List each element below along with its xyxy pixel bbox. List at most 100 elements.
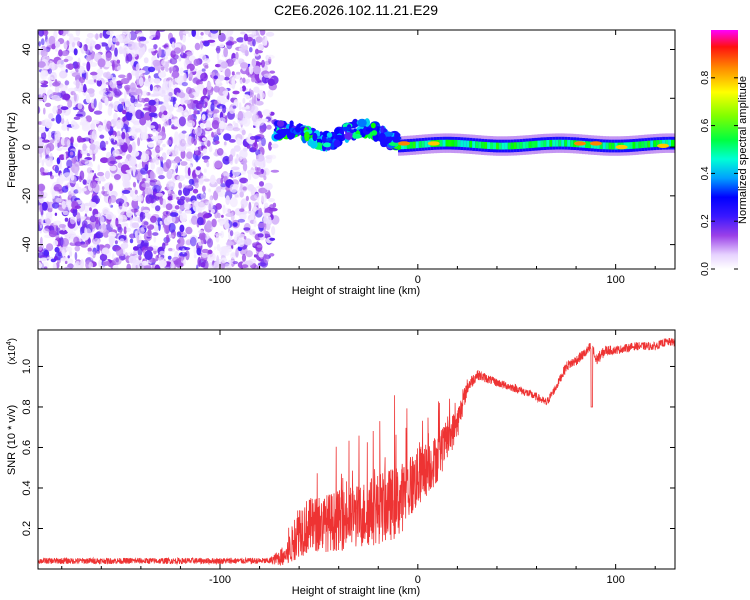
heatmap-noise-cell	[40, 48, 48, 58]
heatmap-noise-cell	[220, 61, 228, 69]
heatmap-band-core	[418, 141, 422, 148]
heatmap-noise-cell	[209, 72, 213, 75]
heatmap-noise-cell	[90, 122, 96, 130]
heatmap-noise-cell	[151, 135, 156, 141]
heatmap-band-blob	[352, 118, 359, 128]
heatmap-band-core	[466, 140, 470, 148]
heatmap-y-tick-label: 0	[21, 144, 33, 150]
heatmap-noise-cell	[173, 118, 179, 127]
heatmap-noise-cell	[93, 98, 97, 108]
heatmap-noise-cell	[184, 173, 193, 179]
heatmap-noise-cell	[202, 185, 206, 193]
heatmap-noise-cell	[179, 138, 186, 147]
heatmap-noise-cell	[232, 222, 238, 227]
heatmap-noise-cell	[254, 193, 260, 200]
heatmap-noise-cell	[178, 116, 186, 127]
heatmap-noise-cell	[94, 213, 101, 218]
heatmap-noise-cell	[112, 60, 115, 71]
heatmap-noise-cell	[206, 220, 212, 230]
heatmap-band-core	[602, 142, 606, 150]
heatmap-noise-cell	[126, 263, 131, 269]
heatmap-noise-cell	[55, 113, 62, 124]
heatmap-noise-cell	[87, 237, 91, 244]
heatmap-noise-cell	[184, 99, 192, 104]
heatmap-noise-cell	[261, 59, 265, 68]
heatmap-noise-cell	[213, 75, 218, 80]
heatmap-noise-cell	[253, 254, 257, 258]
heatmap-noise-cell	[73, 262, 79, 269]
heatmap-noise-cell	[206, 109, 209, 114]
heatmap-noise-cell	[182, 53, 188, 59]
heatmap-noise-cell	[232, 261, 239, 265]
heatmap-band-core	[493, 142, 497, 150]
heatmap-noise-cell	[207, 254, 211, 263]
heatmap-noise-cell	[196, 84, 205, 90]
heatmap-noise-cell	[108, 235, 116, 244]
heatmap-noise-cell	[252, 142, 259, 150]
heatmap-noise-cell	[138, 194, 144, 202]
heatmap-noise-cell	[54, 85, 60, 94]
heatmap-noise-cell	[162, 198, 167, 208]
heatmap-noise-cell	[195, 155, 199, 163]
heatmap-noise-cell	[211, 208, 216, 214]
heatmap-noise-cell	[109, 79, 117, 89]
heatmap-noise-cell	[113, 257, 122, 266]
heatmap-noise-cell	[140, 153, 150, 163]
heatmap-band-core	[596, 142, 601, 149]
heatmap-noise-cell	[245, 30, 253, 33]
heatmap-noise-cell	[243, 227, 251, 231]
heatmap-noise-cell	[131, 150, 140, 157]
heatmap-noise-cell	[64, 260, 68, 264]
heatmap-noise-cell	[38, 61, 46, 68]
heatmap-band-core	[412, 141, 417, 149]
heatmap-noise-cell	[128, 255, 137, 264]
heatmap-noise-cell	[67, 63, 74, 70]
heatmap-noise-cell	[48, 35, 56, 46]
heatmap-noise-cell	[77, 149, 81, 160]
heatmap-noise-cell	[38, 30, 44, 37]
heatmap-noise-cell	[98, 101, 103, 111]
heatmap-noise-cell	[113, 174, 121, 180]
heatmap-noise-cell	[252, 38, 256, 47]
heatmap-noise-cell	[148, 99, 156, 106]
heatmap-noise-cell	[262, 212, 271, 217]
heatmap-hotspot	[398, 141, 410, 146]
heatmap-noise-cell	[59, 236, 64, 247]
heatmap-noise-cell	[101, 247, 110, 255]
heatmap-band-core	[519, 142, 523, 149]
heatmap-noise-cell	[117, 162, 123, 169]
heatmap-noise-cell	[201, 137, 207, 142]
heatmap-noise-cell	[40, 236, 43, 247]
heatmap-noise-cell	[97, 124, 103, 132]
snr-multiplier: (x104)	[6, 338, 18, 365]
heatmap-noise-cell	[255, 118, 265, 126]
heatmap-noise-cell	[53, 240, 59, 247]
heatmap-noise-cell	[150, 215, 157, 223]
heatmap-noise-cell	[131, 222, 139, 229]
heatmap-noise-cell	[164, 55, 168, 60]
heatmap-noise-cell	[79, 76, 86, 84]
heatmap-noise-cell	[121, 131, 126, 140]
heatmap-noise-cell	[157, 139, 163, 144]
heatmap-noise-cell	[122, 109, 127, 115]
heatmap-noise-cell	[74, 166, 79, 176]
heatmap-noise-cell	[218, 117, 226, 124]
heatmap-noise-cell	[171, 126, 179, 130]
heatmap-noise-cell	[85, 115, 92, 123]
heatmap-noise-cell	[101, 186, 105, 191]
heatmap-noise-cell	[101, 147, 107, 151]
heatmap-noise-cell	[61, 185, 69, 193]
heatmap-noise-cell	[138, 77, 144, 87]
heatmap-noise-cell	[136, 234, 142, 245]
heatmap-noise-cell	[254, 30, 261, 37]
heatmap-noise-cell	[86, 61, 91, 72]
heatmap-noise-cell	[253, 218, 257, 228]
heatmap-noise-cell	[89, 207, 92, 212]
heatmap-noise-cell	[179, 206, 186, 210]
heatmap-noise-cell	[139, 116, 147, 126]
heatmap-noise-cell	[255, 124, 259, 129]
heatmap-noise-cell	[39, 70, 48, 81]
heatmap-noise-cell	[258, 140, 262, 148]
heatmap-noise-cell	[111, 253, 115, 261]
heatmap-noise-cell	[108, 231, 117, 238]
